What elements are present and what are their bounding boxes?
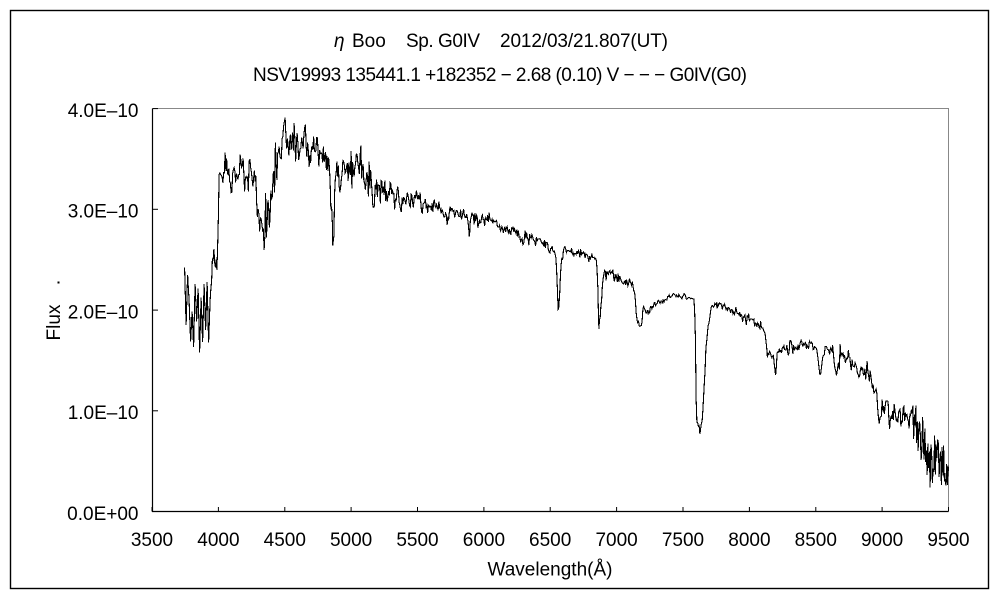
svg-text:NSV19993 135441.1 +182352 − 2.: NSV19993 135441.1 +182352 − 2.68 (0.10) … [253, 65, 747, 86]
svg-text:Flux: Flux [44, 304, 65, 340]
svg-text:Boo: Boo [352, 31, 386, 52]
svg-text:4000: 4000 [197, 530, 239, 551]
svg-text:6500: 6500 [529, 530, 571, 551]
svg-text:Sp. G0IV: Sp. G0IV [406, 31, 480, 52]
svg-text:5000: 5000 [330, 530, 372, 551]
svg-text:6000: 6000 [463, 530, 505, 551]
svg-text:2.0E–10: 2.0E–10 [68, 302, 139, 323]
svg-text:4.0E–10: 4.0E–10 [68, 101, 139, 122]
svg-text:8500: 8500 [795, 530, 837, 551]
svg-text:1.0E–10: 1.0E–10 [68, 403, 139, 424]
svg-text:7000: 7000 [595, 530, 637, 551]
svg-text:7500: 7500 [662, 530, 704, 551]
svg-text:8000: 8000 [728, 530, 770, 551]
svg-text:3.0E–10: 3.0E–10 [68, 202, 139, 223]
svg-text:0.0E+00: 0.0E+00 [67, 504, 138, 525]
svg-text:9500: 9500 [927, 530, 969, 551]
svg-text:5500: 5500 [396, 530, 438, 551]
svg-text:Wavelength(Å): Wavelength(Å) [488, 560, 613, 581]
svg-text:2012/03/21.807(UT): 2012/03/21.807(UT) [500, 31, 668, 52]
svg-text:4500: 4500 [264, 530, 306, 551]
svg-text:3500: 3500 [131, 530, 173, 551]
svg-text:9000: 9000 [861, 530, 903, 551]
svg-text:η: η [334, 31, 345, 52]
